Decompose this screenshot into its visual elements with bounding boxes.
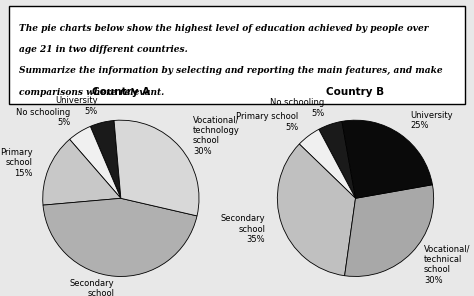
Wedge shape xyxy=(342,120,432,198)
Text: Primary school
5%: Primary school 5% xyxy=(236,112,298,132)
Text: University
25%: University 25% xyxy=(410,110,453,130)
Title: Country B: Country B xyxy=(327,87,384,97)
Text: No schooling
5%: No schooling 5% xyxy=(16,108,70,127)
Text: The pie charts below show the highest level of education achieved by people over: The pie charts below show the highest le… xyxy=(18,23,428,33)
Wedge shape xyxy=(91,120,121,198)
Wedge shape xyxy=(299,129,356,198)
Text: No schooling
5%: No schooling 5% xyxy=(270,99,325,118)
Wedge shape xyxy=(345,185,434,276)
Text: age 21 in two different countries.: age 21 in two different countries. xyxy=(18,45,187,54)
Wedge shape xyxy=(43,198,197,276)
Title: Country A: Country A xyxy=(92,87,150,97)
Text: University
5%: University 5% xyxy=(55,96,98,115)
Wedge shape xyxy=(70,126,121,198)
Text: Vocational/
technology
school
30%: Vocational/ technology school 30% xyxy=(193,116,240,156)
Text: Vocational/
technical
school
30%: Vocational/ technical school 30% xyxy=(424,244,471,285)
Text: Primary
school
15%: Primary school 15% xyxy=(0,148,33,178)
Wedge shape xyxy=(114,120,199,216)
Text: Summarize the information by selecting and reporting the main features, and make: Summarize the information by selecting a… xyxy=(18,67,442,75)
Wedge shape xyxy=(43,139,121,205)
Wedge shape xyxy=(277,144,356,276)
Text: Secondary
school
35%: Secondary school 35% xyxy=(221,215,265,244)
Wedge shape xyxy=(319,121,356,198)
Text: comparisons where relevant.: comparisons where relevant. xyxy=(18,88,164,97)
Text: Secondary
school
45%: Secondary school 45% xyxy=(70,279,114,296)
